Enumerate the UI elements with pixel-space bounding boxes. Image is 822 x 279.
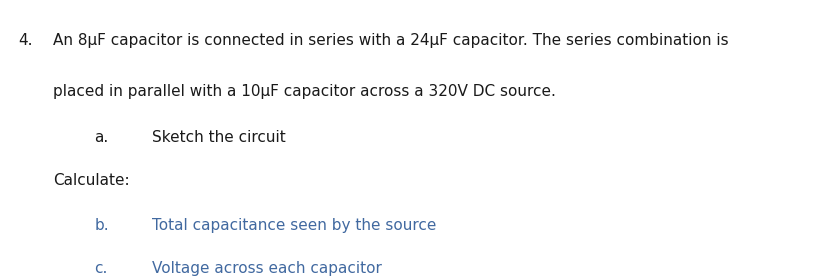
Text: b.: b. — [95, 218, 109, 233]
Text: Voltage across each capacitor: Voltage across each capacitor — [152, 261, 382, 276]
Text: Total capacitance seen by the source: Total capacitance seen by the source — [152, 218, 436, 233]
Text: Calculate:: Calculate: — [53, 173, 130, 188]
Text: Sketch the circuit: Sketch the circuit — [152, 130, 286, 145]
Text: placed in parallel with a 10µF capacitor across a 320V DC source.: placed in parallel with a 10µF capacitor… — [53, 84, 556, 99]
Text: c.: c. — [95, 261, 108, 276]
Text: An 8µF capacitor is connected in series with a 24µF capacitor. The series combin: An 8µF capacitor is connected in series … — [53, 33, 729, 49]
Text: a.: a. — [95, 130, 109, 145]
Text: 4.: 4. — [18, 33, 33, 49]
